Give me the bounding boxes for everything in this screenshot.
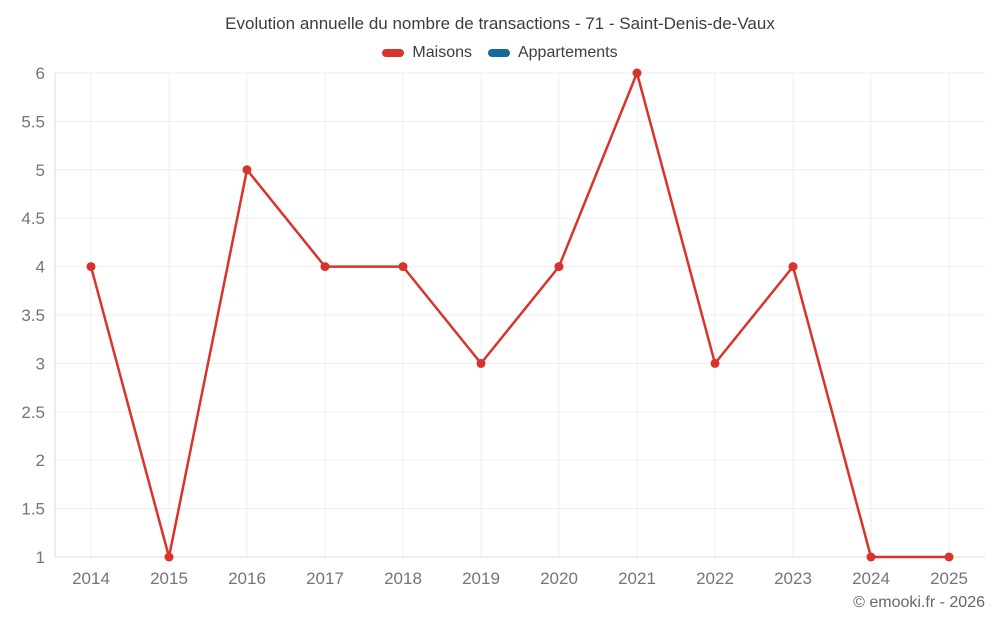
legend-swatch-appartements-icon <box>487 49 510 57</box>
y-tick-label: 4 <box>36 258 45 277</box>
chart-title: Evolution annuelle du nombre de transact… <box>225 14 775 33</box>
data-point-2018[interactable] <box>398 262 408 272</box>
x-tick-label: 2024 <box>852 569 890 588</box>
data-point-2015[interactable] <box>164 552 174 562</box>
data-point-2024[interactable] <box>866 552 876 562</box>
y-tick-label: 5 <box>36 161 45 180</box>
legend-label-maisons: Maisons <box>412 44 472 61</box>
legend-item-appartements[interactable]: Appartements <box>487 44 618 62</box>
x-tick-label: 2020 <box>540 569 578 588</box>
x-tick-label: 2018 <box>384 569 422 588</box>
legend-item-maisons[interactable]: Maisons <box>382 44 472 62</box>
data-point-2021[interactable] <box>632 68 642 78</box>
x-tick-label: 2015 <box>150 569 188 588</box>
x-tick-label: 2023 <box>774 569 812 588</box>
y-tick-label: 1 <box>36 548 45 567</box>
x-tick-label: 2025 <box>930 569 968 588</box>
y-tick-label: 3 <box>36 354 45 373</box>
legend-label-appartements: Appartements <box>517 44 618 61</box>
x-tick-label: 2022 <box>696 569 734 588</box>
data-point-2014[interactable] <box>86 262 96 272</box>
x-tick-label: 2019 <box>462 569 500 588</box>
y-tick-label: 6 <box>36 64 45 83</box>
data-point-2025[interactable] <box>944 552 954 562</box>
data-point-2022[interactable] <box>710 358 720 368</box>
y-tick-label: 5.5 <box>21 112 45 131</box>
x-tick-label: 2014 <box>72 569 110 588</box>
series-line-maisons <box>89 71 951 559</box>
data-point-2020[interactable] <box>554 262 564 272</box>
y-tick-label: 4.5 <box>21 209 45 228</box>
x-tick-label: 2021 <box>618 569 656 588</box>
data-point-2017[interactable] <box>320 262 330 272</box>
data-point-2019[interactable] <box>476 358 486 368</box>
data-point-2016[interactable] <box>242 165 252 175</box>
x-tick-label: 2016 <box>228 569 266 588</box>
copyright-text: © emooki.fr - 2026 <box>853 594 985 611</box>
y-tick-label: 3.5 <box>21 306 45 325</box>
y-tick-label: 2.5 <box>21 403 45 422</box>
legend-swatch-maisons-icon <box>382 49 405 57</box>
y-tick-label: 1.5 <box>21 500 45 519</box>
chart-legend: Maisons Appartements <box>0 44 1000 62</box>
x-tick-label: 2017 <box>306 569 344 588</box>
y-tick-label: 2 <box>36 451 45 470</box>
data-point-2023[interactable] <box>788 262 798 272</box>
